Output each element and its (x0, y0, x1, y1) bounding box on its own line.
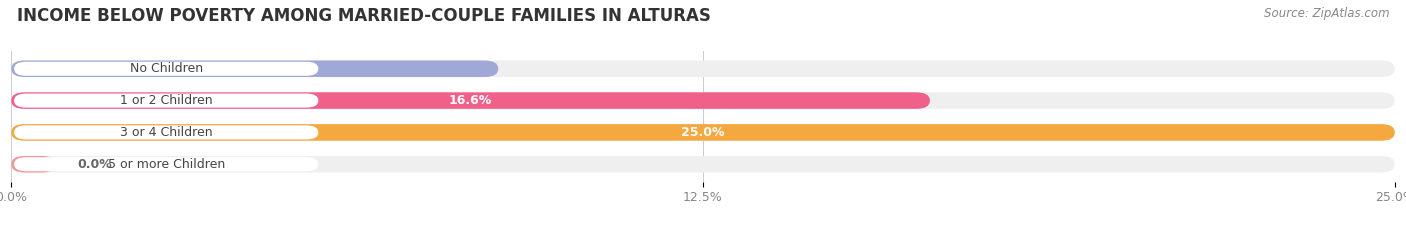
FancyBboxPatch shape (11, 124, 1395, 141)
Text: 3 or 4 Children: 3 or 4 Children (120, 126, 212, 139)
Text: 16.6%: 16.6% (449, 94, 492, 107)
Text: No Children: No Children (129, 62, 202, 75)
FancyBboxPatch shape (11, 92, 1395, 109)
Text: 0.0%: 0.0% (77, 158, 112, 171)
FancyBboxPatch shape (14, 125, 318, 139)
Text: 5 or more Children: 5 or more Children (108, 158, 225, 171)
Text: Source: ZipAtlas.com: Source: ZipAtlas.com (1264, 7, 1389, 20)
Text: 1 or 2 Children: 1 or 2 Children (120, 94, 212, 107)
FancyBboxPatch shape (11, 61, 1395, 77)
FancyBboxPatch shape (14, 157, 318, 171)
FancyBboxPatch shape (11, 92, 929, 109)
Text: 25.0%: 25.0% (682, 126, 724, 139)
FancyBboxPatch shape (11, 156, 1395, 172)
Text: INCOME BELOW POVERTY AMONG MARRIED-COUPLE FAMILIES IN ALTURAS: INCOME BELOW POVERTY AMONG MARRIED-COUPL… (17, 7, 711, 25)
FancyBboxPatch shape (11, 124, 1395, 141)
FancyBboxPatch shape (14, 94, 318, 108)
FancyBboxPatch shape (11, 61, 498, 77)
FancyBboxPatch shape (11, 156, 55, 172)
Text: 8.8%: 8.8% (238, 62, 271, 75)
FancyBboxPatch shape (14, 62, 318, 76)
